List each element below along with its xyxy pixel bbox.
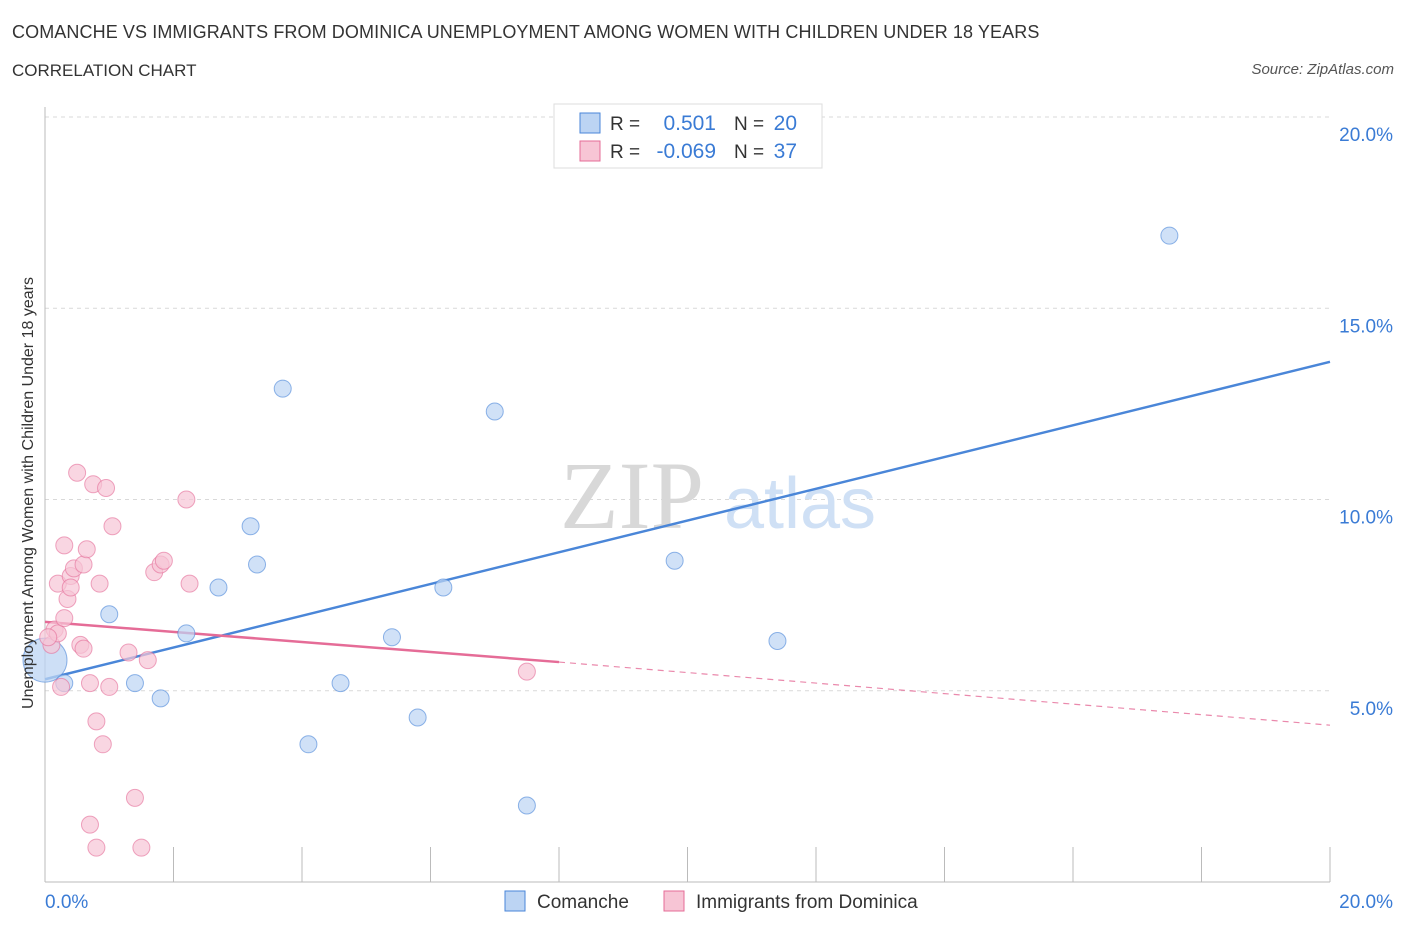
x-tick-label: 20.0% <box>1339 892 1393 913</box>
data-point-dominica <box>74 639 93 658</box>
watermark: ZIP atlas <box>560 442 876 549</box>
data-point-comanche <box>434 578 453 597</box>
data-point-dominica <box>180 574 199 593</box>
chart-subtitle: CORRELATION CHART <box>12 61 197 80</box>
data-points <box>22 226 1179 857</box>
data-point-dominica <box>138 651 157 670</box>
trend-line-dashed-dominica <box>558 661 1331 726</box>
data-point-comanche <box>408 708 427 727</box>
trend-line-dominica <box>44 620 560 664</box>
data-point-dominica <box>154 551 173 570</box>
data-point-dominica <box>80 815 99 834</box>
data-point-dominica <box>93 735 112 754</box>
stats-swatch-dominica <box>579 140 601 162</box>
trend-line-comanche <box>44 360 1331 681</box>
data-point-comanche <box>331 674 350 693</box>
data-point-dominica <box>55 536 74 555</box>
watermark-atlas: atlas <box>724 464 876 544</box>
data-point-dominica <box>87 838 106 857</box>
data-point-comanche <box>273 379 292 398</box>
data-point-dominica <box>87 712 106 731</box>
data-point-comanche <box>299 735 318 754</box>
stats-r-label-1: R = <box>610 114 640 135</box>
legend-swatch-comanche <box>504 890 526 912</box>
stats-legend: R = 0.501 N = 20 R = -0.069 N = 37 <box>553 103 823 169</box>
legend-label-dominica: Immigrants from Dominica <box>696 892 918 913</box>
data-point-comanche <box>665 551 684 570</box>
trend-lines <box>44 360 1331 726</box>
data-point-dominica <box>77 540 96 559</box>
y-tick-label: 15.0% <box>1339 316 1393 337</box>
legend-label-comanche: Comanche <box>537 892 629 913</box>
grid-lines <box>45 116 1330 692</box>
data-point-comanche <box>100 605 119 624</box>
stats-r-value-1: 0.501 <box>663 112 716 135</box>
data-point-dominica <box>74 555 93 574</box>
data-point-dominica <box>61 578 80 597</box>
tick-labels: 5.0% 10.0% 15.0% 20.0% 0.0% 20.0% <box>45 125 1393 913</box>
data-point-comanche <box>517 796 536 815</box>
data-point-dominica <box>100 677 119 696</box>
series-legend: Comanche Immigrants from Dominica <box>504 890 918 913</box>
data-point-dominica <box>125 788 144 807</box>
stats-r-label-2: R = <box>610 142 640 163</box>
data-point-comanche <box>151 689 170 708</box>
data-point-dominica <box>132 838 151 857</box>
stats-n-value-1: 20 <box>774 112 797 135</box>
chart-title: COMANCHE VS IMMIGRANTS FROM DOMINICA UNE… <box>12 22 1040 42</box>
data-point-comanche <box>248 555 267 574</box>
data-point-dominica <box>119 643 138 662</box>
y-tick-label: 20.0% <box>1339 125 1393 146</box>
data-point-comanche <box>382 628 401 647</box>
data-point-comanche <box>768 632 787 651</box>
axes <box>44 107 1331 883</box>
stats-n-label-2: N = <box>734 142 764 163</box>
y-tick-label: 5.0% <box>1350 699 1393 720</box>
data-point-comanche <box>209 578 228 597</box>
x-tick-label: 0.0% <box>45 892 88 913</box>
data-point-dominica <box>52 677 71 696</box>
legend-swatch-dominica <box>663 890 685 912</box>
data-point-dominica <box>80 674 99 693</box>
y-axis-label: Unemployment Among Women with Children U… <box>20 277 37 709</box>
data-point-dominica <box>39 628 58 647</box>
stats-n-value-2: 37 <box>774 140 797 163</box>
data-point-dominica <box>103 517 122 536</box>
data-point-dominica <box>97 479 116 498</box>
data-point-dominica <box>90 574 109 593</box>
stats-n-label-1: N = <box>734 114 764 135</box>
data-point-dominica <box>177 490 196 509</box>
stats-r-value-2: -0.069 <box>656 140 716 163</box>
data-point-dominica <box>55 609 74 628</box>
data-point-comanche <box>485 402 504 421</box>
data-point-comanche <box>1160 226 1179 245</box>
y-tick-label: 10.0% <box>1339 508 1393 529</box>
data-point-dominica <box>517 662 536 681</box>
data-point-comanche <box>241 517 260 536</box>
watermark-zip: ZIP <box>560 442 704 549</box>
data-point-comanche <box>177 624 196 643</box>
stats-swatch-comanche <box>579 112 601 134</box>
source-label: Source: ZipAtlas.com <box>1251 61 1394 78</box>
data-point-dominica <box>68 463 87 482</box>
data-point-comanche <box>125 674 144 693</box>
